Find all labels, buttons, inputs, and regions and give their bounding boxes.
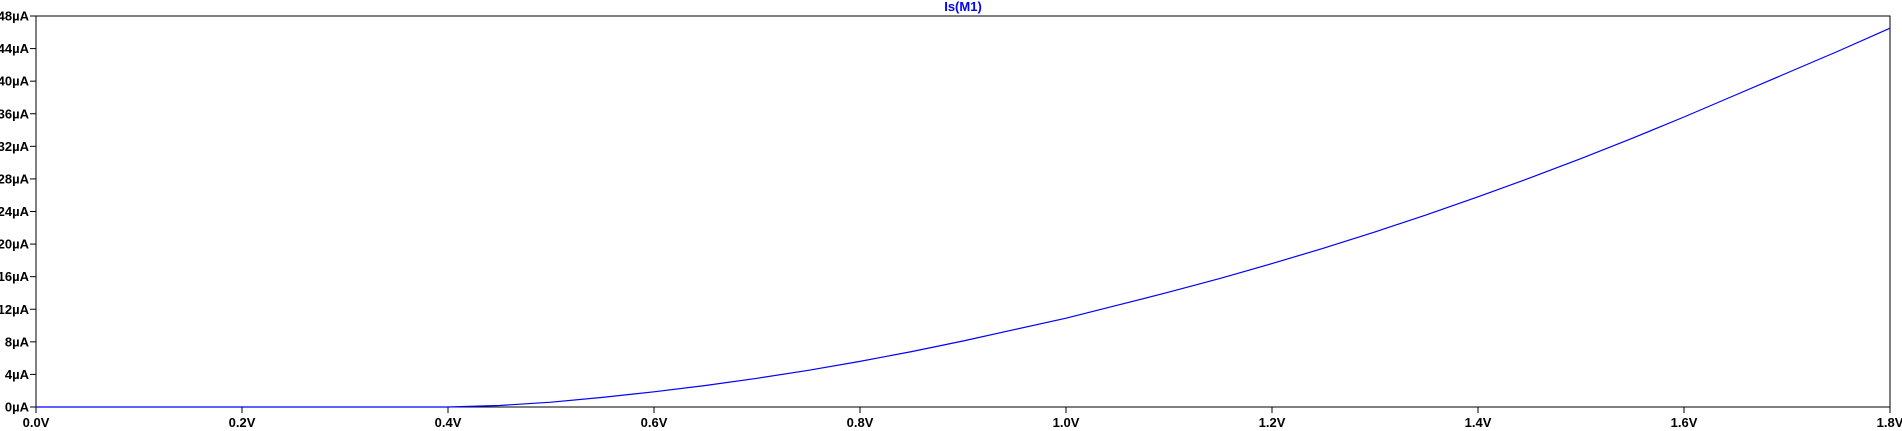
y-tick-label: 40µA: [0, 74, 30, 89]
x-tick-label: 1.6V: [1671, 415, 1698, 430]
y-tick-label: 16µA: [0, 269, 30, 284]
y-tick-label: 36µA: [0, 106, 30, 121]
y-tick-label: 20µA: [0, 237, 30, 252]
plot-area: [35, 15, 1891, 408]
x-tick-label: 1.4V: [1465, 415, 1492, 430]
y-tick-label: 12µA: [0, 302, 30, 317]
x-tick-label: 0.0V: [23, 415, 50, 430]
y-tick-label: 24µA: [0, 204, 30, 219]
x-axis: 0.0V 0.2V 0.4V 0.6V 0.8V 1.0V 1.2V 1.4V 1.6V 1.8V: [23, 407, 1902, 430]
x-tick-label: 1.0V: [1053, 415, 1080, 430]
y-tick-label: 8µA: [5, 334, 30, 349]
series-layer: [36, 27, 1891, 408]
y-tick-label: 4µA: [5, 367, 30, 382]
x-tick-label: 0.6V: [641, 415, 668, 430]
y-tick-label: 44µA: [0, 41, 30, 56]
y-tick-label: 48µA: [0, 9, 30, 24]
series-title: Is(M1): [944, 0, 982, 14]
y-tick-label: 32µA: [0, 139, 30, 154]
y-axis: 0µA 4µA 8µA 12µA 16µA 20µA 24µA 28µA 32µA 36µA 40µ…: [0, 9, 36, 415]
x-tick-label: 1.8V: [1877, 415, 1902, 430]
series-line: [36, 27, 1891, 408]
x-tick-label: 0.4V: [435, 415, 462, 430]
y-tick-label: 28µA: [0, 171, 30, 186]
y-tick-label: 0µA: [5, 400, 30, 415]
x-tick-label: 0.8V: [847, 415, 874, 430]
x-tick-label: 1.2V: [1259, 415, 1286, 430]
x-tick-label: 0.2V: [229, 415, 256, 430]
